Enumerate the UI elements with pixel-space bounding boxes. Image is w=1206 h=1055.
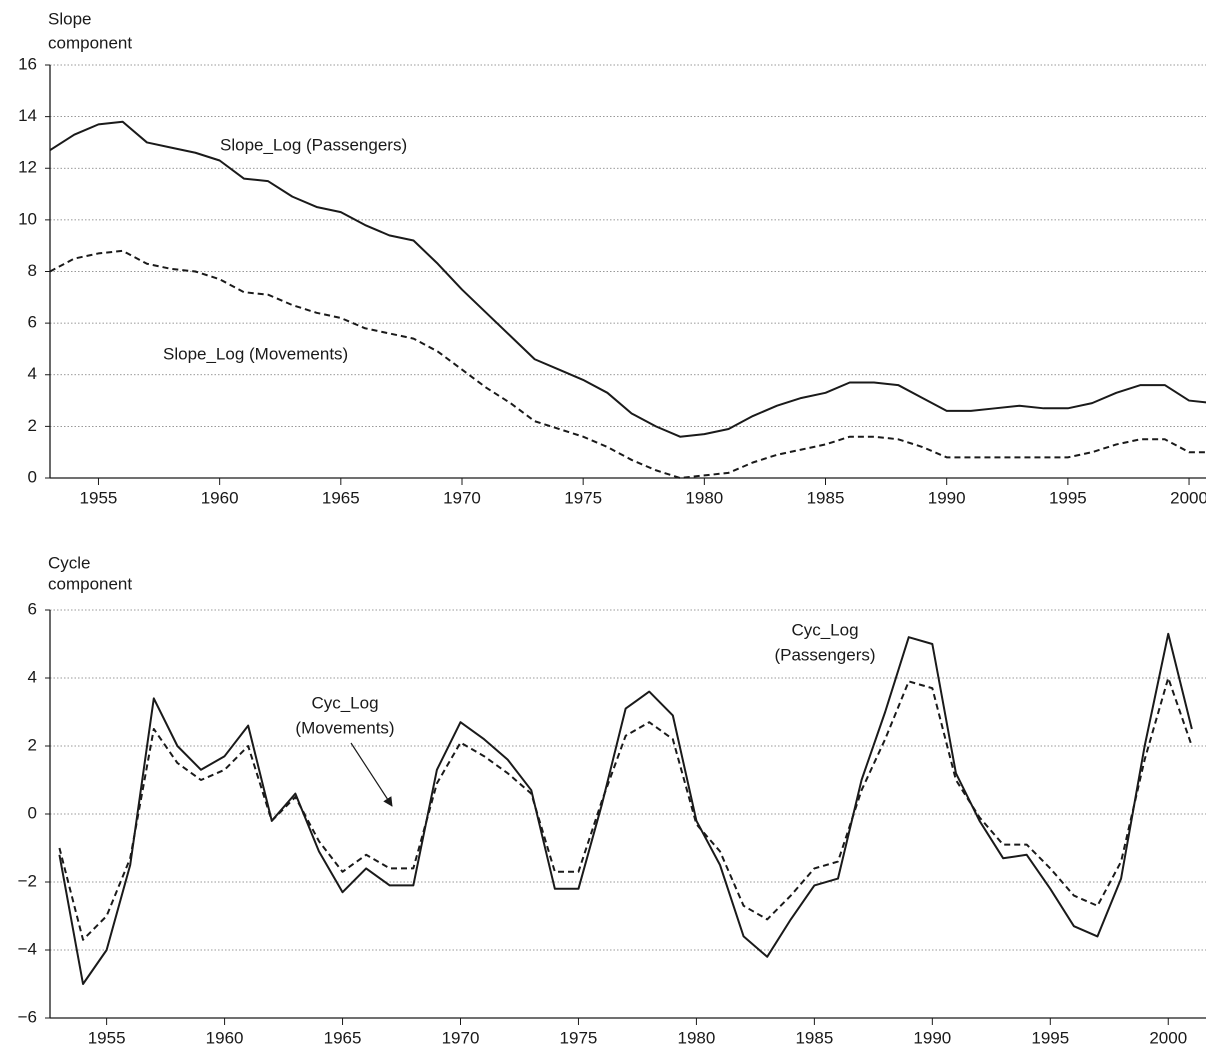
y-tick-label: 6 [28, 599, 37, 618]
series-line [50, 249, 1206, 479]
x-tick-label: 1970 [442, 1028, 480, 1047]
series-line [58, 677, 1193, 941]
y-tick-label: 8 [28, 261, 37, 280]
series-label: Cyc_Log [311, 693, 378, 712]
y-tick-label: 12 [18, 158, 37, 177]
series-line [58, 632, 1193, 985]
x-tick-label: 1960 [206, 1028, 244, 1047]
y-tick-label: 0 [28, 803, 37, 822]
x-tick-label: 1965 [324, 1028, 362, 1047]
x-tick-label: 1955 [80, 488, 118, 507]
y-axis-label: Cycle [48, 553, 91, 572]
y-axis-label: component [48, 33, 132, 52]
y-tick-label: 4 [28, 364, 37, 383]
x-tick-label: 1975 [564, 488, 602, 507]
x-tick-label: 1955 [88, 1028, 126, 1047]
series-label: (Movements) [295, 718, 394, 737]
x-tick-label: 1980 [678, 1028, 716, 1047]
x-tick-label: 1985 [807, 488, 845, 507]
y-tick-label: 10 [18, 209, 37, 228]
y-tick-label: −4 [18, 939, 37, 958]
x-tick-label: 1965 [322, 488, 360, 507]
y-tick-label: 6 [28, 313, 37, 332]
y-tick-label: 16 [18, 54, 37, 73]
x-tick-label: 1995 [1031, 1028, 1069, 1047]
x-tick-label: 1960 [201, 488, 239, 507]
y-tick-label: −6 [18, 1007, 37, 1026]
x-tick-label: 2000 [1170, 488, 1206, 507]
y-tick-label: 4 [28, 667, 37, 686]
annotation-arrow [350, 742, 393, 807]
y-tick-label: 14 [18, 106, 37, 125]
x-tick-label: 1990 [913, 1028, 951, 1047]
y-axis-label: component [48, 574, 132, 593]
y-tick-label: −2 [18, 871, 37, 890]
y-tick-label: 0 [28, 467, 37, 486]
y-tick-label: 2 [28, 416, 37, 435]
x-tick-label: 2000 [1149, 1028, 1187, 1047]
x-tick-label: 1980 [685, 488, 723, 507]
x-tick-label: 1970 [443, 488, 481, 507]
y-axis-label: Slope [48, 9, 91, 28]
series-label: (Passengers) [774, 645, 875, 664]
x-tick-label: 1975 [560, 1028, 598, 1047]
x-tick-label: 1990 [928, 488, 966, 507]
series-line [50, 120, 1206, 438]
series-label: Cyc_Log [791, 620, 858, 639]
x-tick-label: 1985 [795, 1028, 833, 1047]
series-label: Slope_Log (Movements) [163, 344, 348, 363]
series-label: Slope_Log (Passengers) [220, 135, 407, 154]
x-tick-label: 1995 [1049, 488, 1087, 507]
y-tick-label: 2 [28, 735, 37, 754]
